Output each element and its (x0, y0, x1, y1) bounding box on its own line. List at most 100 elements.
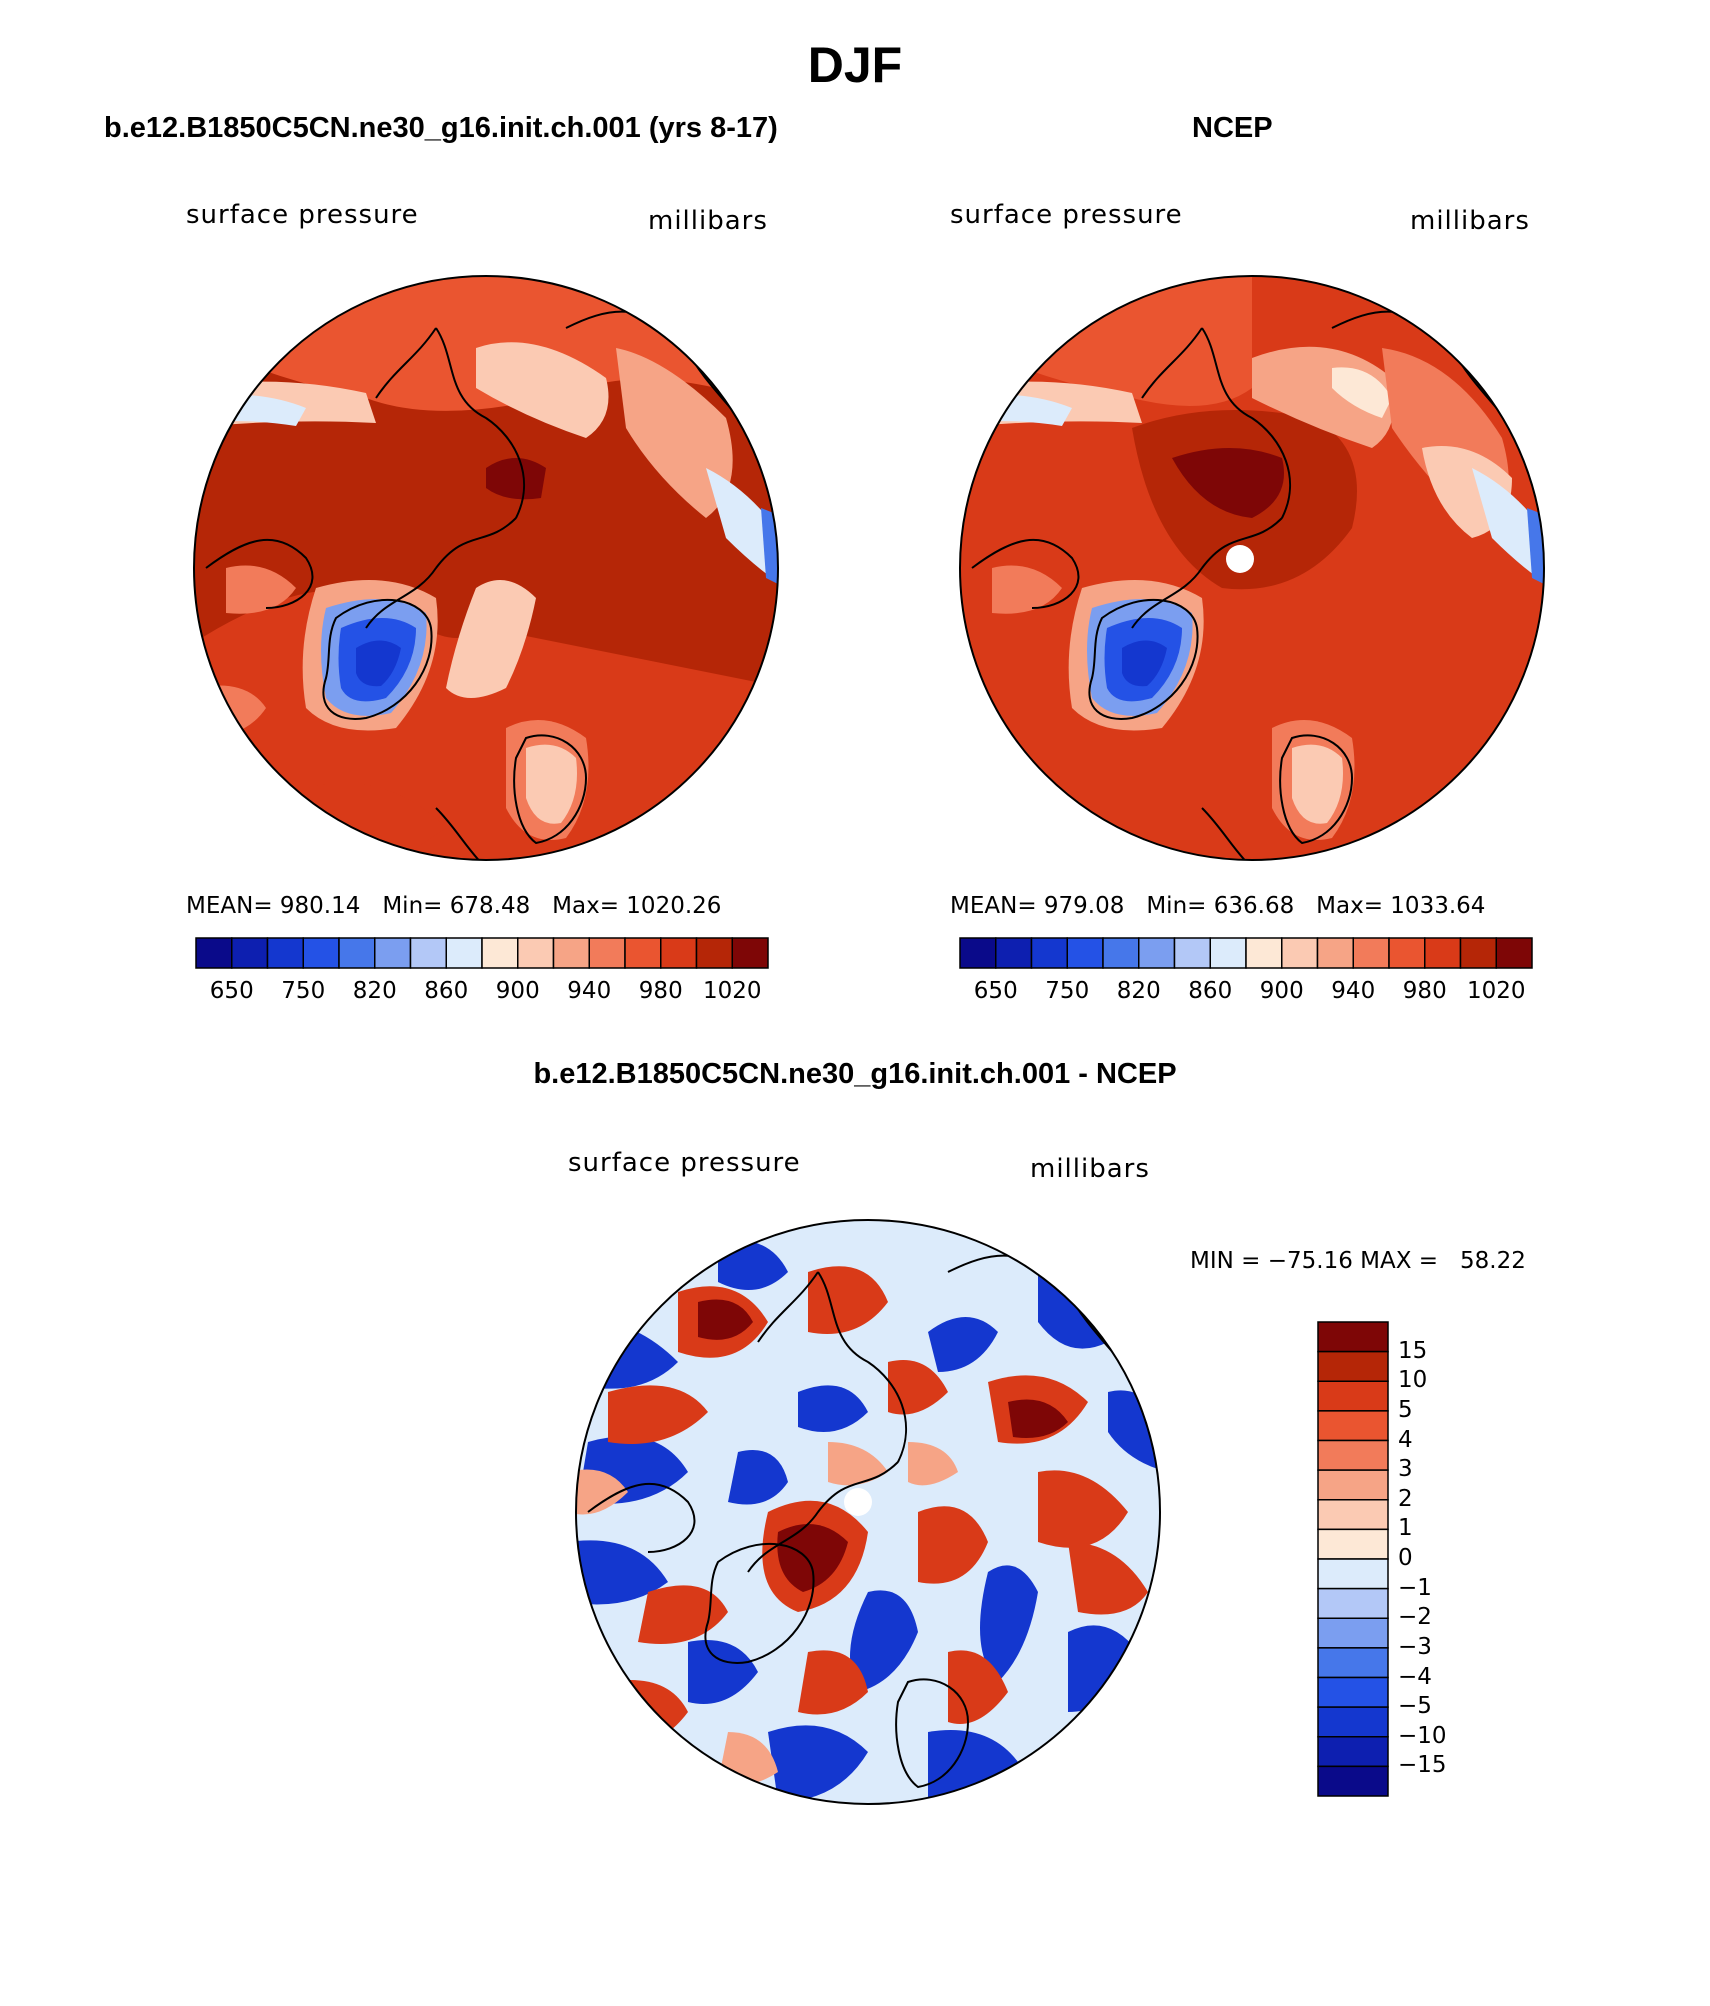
panel-obs-header: NCEP (1192, 112, 1273, 144)
colorbar-tick-label: 940 (1331, 978, 1376, 1004)
min-value: 636.68 (1213, 893, 1295, 919)
colorbar-tick-label: 2 (1398, 1485, 1413, 1512)
colorbar-swatch (1317, 1617, 1389, 1649)
colorbar-swatch (1317, 1558, 1389, 1590)
colorbar-tick-label: 3 (1398, 1456, 1413, 1483)
colorbar-tick-label: 980 (638, 978, 683, 1004)
panel-obs-map (959, 275, 1545, 861)
min-label: Min= (382, 893, 443, 919)
max-value: 1020.26 (626, 893, 722, 919)
colorbar-swatch (995, 937, 1033, 969)
max-value: 1033.64 (1390, 893, 1486, 919)
colorbar-swatch (338, 937, 376, 969)
colorbar-tick-label: 1 (1398, 1515, 1413, 1542)
difference-map (575, 1219, 1161, 1805)
colorbar-tick-label: 860 (424, 978, 469, 1004)
colorbar-swatch (1424, 937, 1462, 969)
panel-obs-colorbar (959, 937, 1533, 969)
colorbar-tick-label: 980 (1402, 978, 1447, 1004)
colorbar-swatch (374, 937, 412, 969)
colorbar-swatch (1317, 1736, 1389, 1768)
colorbar-swatch (1317, 1676, 1389, 1708)
colorbar-tick-label: 1020 (1466, 978, 1526, 1004)
colorbar-swatch (731, 937, 769, 969)
colorbar-swatch (588, 937, 626, 969)
panel-model-colorbar (195, 937, 769, 969)
min-value: 678.48 (449, 893, 531, 919)
colorbar-swatch (695, 937, 733, 969)
colorbar-tick-label: 0 (1398, 1545, 1413, 1571)
colorbar-tick-label: 750 (1045, 978, 1090, 1004)
colorbar-tick-label: 1020 (702, 978, 762, 1004)
colorbar-swatch (1317, 1439, 1389, 1471)
colorbar-tick-label: −4 (1398, 1663, 1432, 1690)
colorbar-swatch (445, 937, 483, 969)
panel-model-header: b.e12.B1850C5CN.ne30_g16.init.ch.001 (yr… (104, 112, 778, 144)
colorbar-tick-label: 10 (1398, 1367, 1428, 1394)
colorbar-tick-label: −3 (1398, 1633, 1432, 1660)
colorbar-tick-label: 750 (281, 978, 326, 1004)
colorbar-swatch (1459, 937, 1497, 969)
panel-obs-units-label: millibars (1410, 206, 1530, 236)
difference-variable-label: surface pressure (568, 1148, 801, 1178)
colorbar-tick-label: 860 (1188, 978, 1233, 1004)
panel-model-units-label: millibars (648, 206, 768, 236)
max-label: Max= (1316, 893, 1383, 919)
colorbar-swatch (1352, 937, 1390, 969)
colorbar-swatch (1317, 1350, 1389, 1382)
colorbar-swatch (959, 937, 997, 969)
panel-model-stats: MEAN= 980.14 Min= 678.48 Max= 1020.26 (186, 893, 721, 919)
colorbar-swatch (302, 937, 340, 969)
colorbar-swatch (1102, 937, 1140, 969)
colorbar-swatch (1317, 1499, 1389, 1531)
colorbar-tick-label: 900 (495, 978, 540, 1004)
colorbar-swatch (1066, 937, 1104, 969)
colorbar-tick-label: 15 (1398, 1337, 1428, 1364)
min-label: Min= (1146, 893, 1207, 919)
colorbar-swatch (481, 937, 519, 969)
colorbar-swatch (1317, 1765, 1389, 1797)
colorbar-tick-label: −5 (1398, 1693, 1432, 1720)
colorbar-tick-label: 820 (1116, 978, 1161, 1004)
colorbar-tick-label: −1 (1398, 1574, 1432, 1601)
colorbar-swatch (195, 937, 233, 969)
colorbar-tick-label: 820 (352, 978, 397, 1004)
panel-obs-stats: MEAN= 979.08 Min= 636.68 Max= 1033.64 (950, 893, 1485, 919)
colorbar-tick-label: 650 (973, 978, 1018, 1004)
colorbar-swatch (1317, 1647, 1389, 1679)
colorbar-swatch (1138, 937, 1176, 969)
panel-obs-variable-label: surface pressure (950, 200, 1183, 230)
colorbar-swatch (231, 937, 269, 969)
colorbar-swatch (1173, 937, 1211, 969)
panel-model-map (193, 275, 779, 861)
colorbar-swatch (1209, 937, 1247, 969)
mean-value: 980.14 (279, 893, 361, 919)
colorbar-tick-label: −10 (1398, 1722, 1447, 1749)
colorbar-swatch (517, 937, 555, 969)
colorbar-tick-label: −2 (1398, 1604, 1432, 1631)
colorbar-swatch (266, 937, 304, 969)
colorbar-tick-label: 650 (209, 978, 254, 1004)
colorbar-swatch (1245, 937, 1283, 969)
panel-model-variable-label: surface pressure (186, 200, 419, 230)
mean-label: MEAN= (186, 893, 273, 919)
colorbar-tick-label: 4 (1398, 1426, 1413, 1453)
colorbar-swatch (409, 937, 447, 969)
colorbar-swatch (624, 937, 662, 969)
colorbar-swatch (1317, 1469, 1389, 1501)
mean-value: 979.08 (1043, 893, 1125, 919)
difference-header: b.e12.B1850C5CN.ne30_g16.init.ch.001 - N… (533, 1058, 1177, 1090)
colorbar-swatch (552, 937, 590, 969)
colorbar-swatch (1317, 1528, 1389, 1560)
difference-colorbar (1317, 1321, 1389, 1797)
colorbar-swatch (1030, 937, 1068, 969)
colorbar-tick-label: 940 (567, 978, 612, 1004)
colorbar-tick-label: −15 (1398, 1752, 1447, 1779)
colorbar-tick-label: 5 (1398, 1396, 1413, 1423)
mean-label: MEAN= (950, 893, 1037, 919)
difference-minmax: MIN = −75.16 MAX = 58.22 (1190, 1248, 1526, 1274)
figure-title: DJF (807, 37, 903, 93)
colorbar-swatch (1317, 1587, 1389, 1619)
difference-units-label: millibars (1030, 1154, 1150, 1184)
colorbar-swatch (1281, 937, 1319, 969)
